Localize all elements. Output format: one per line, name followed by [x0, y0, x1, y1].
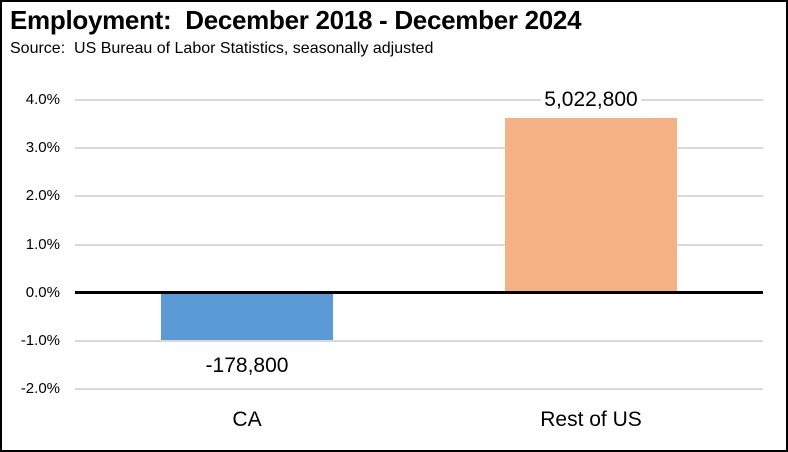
- bar-value-label: 5,022,800: [496, 88, 686, 112]
- gridline: [75, 339, 763, 342]
- gridline: [75, 99, 763, 101]
- y-axis-tick-label: 0.0%: [25, 283, 60, 301]
- gridline: [75, 195, 763, 198]
- y-axis-tick-label: 1.0%: [25, 235, 60, 253]
- bar-value-label: -178,800: [152, 353, 342, 378]
- bar-ca: [161, 292, 333, 340]
- zero-axis-line: [75, 291, 763, 295]
- y-axis-tick-label: -1.0%: [20, 331, 60, 349]
- gridline: [75, 243, 763, 246]
- category-label: CA: [232, 408, 262, 431]
- category-label: Rest of US: [540, 408, 642, 431]
- y-axis-tick-label: 4.0%: [25, 91, 60, 108]
- y-axis-tick-label: -2.0%: [20, 380, 60, 397]
- chart-title: Employment: December 2018 - December 202…: [10, 5, 582, 35]
- gridline: [75, 388, 763, 390]
- chart-source: Source: US Bureau of Labor Statistics, s…: [10, 40, 434, 57]
- y-axis-tick-label: 3.0%: [25, 139, 60, 157]
- bar-rest-of-us: [505, 118, 677, 293]
- y-axis-tick-label: 2.0%: [25, 187, 60, 205]
- gridline: [75, 147, 763, 150]
